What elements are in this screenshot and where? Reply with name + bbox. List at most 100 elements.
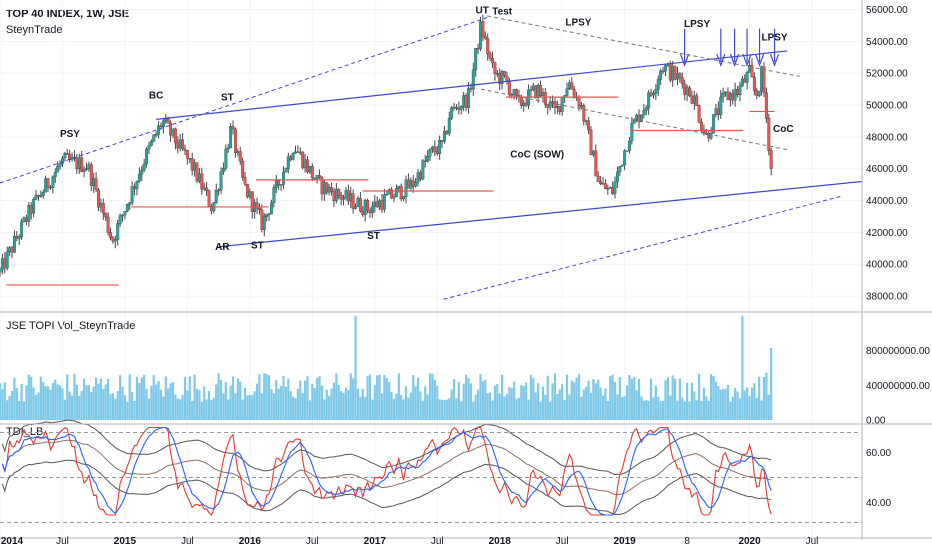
price-tick-label: 54000.00 <box>866 37 908 48</box>
volume-bar <box>284 386 287 420</box>
candle-body <box>109 232 112 238</box>
candle-body <box>392 196 396 199</box>
volume-bar <box>642 400 645 420</box>
candle-body <box>688 87 691 97</box>
candle-body <box>519 96 523 106</box>
volume-bar <box>551 383 554 420</box>
candle-body <box>481 21 485 37</box>
volume-bar <box>116 390 119 420</box>
candle-body <box>238 151 242 162</box>
volume-pane[interactable] <box>0 316 773 420</box>
price-tick-label: 56000.00 <box>866 5 908 16</box>
volume-bar <box>577 373 581 420</box>
volume-bar <box>561 383 564 420</box>
volume-bar <box>582 389 585 420</box>
volume-bar <box>66 374 69 420</box>
price-tick-label: 52000.00 <box>866 69 908 80</box>
volume-bar <box>203 386 206 420</box>
price-pane[interactable]: PSY BC ST AR ST ST UT Test LPSY CoC (SOW) LPSY LPSY… <box>0 6 863 300</box>
volume-bar <box>356 388 360 420</box>
volume-bar <box>743 390 746 420</box>
candle-body <box>0 258 4 270</box>
volume-bar <box>673 378 677 420</box>
volume-bar <box>188 376 191 420</box>
volume-bar <box>676 400 679 420</box>
candle-body <box>524 102 528 106</box>
candle-body <box>534 85 538 98</box>
candle-body <box>255 202 259 209</box>
volume-bar <box>462 383 465 420</box>
candle-body <box>97 189 100 208</box>
candle-body <box>714 108 718 115</box>
candle-body <box>608 187 612 189</box>
tdi-pane[interactable] <box>0 419 862 523</box>
x-tick-label: 2014 <box>1 536 24 547</box>
candle-body <box>130 186 134 204</box>
volume-bar <box>452 379 456 420</box>
candle-body <box>274 180 278 188</box>
price-tick-label: 38000.00 <box>866 292 908 303</box>
volume-bar <box>224 382 227 420</box>
candle-body <box>423 160 427 162</box>
volume-bar <box>332 382 336 420</box>
volume-bar <box>51 382 54 420</box>
volume-bar <box>126 401 129 420</box>
candle-body <box>615 171 619 182</box>
candle-body <box>202 187 206 190</box>
candle-body <box>764 92 768 119</box>
candle-body <box>366 199 370 211</box>
candle-body <box>582 105 586 122</box>
volume-bar <box>70 395 74 420</box>
candle-body <box>334 189 338 201</box>
candle-body <box>579 105 583 108</box>
volume-bar <box>227 399 230 420</box>
candle-body <box>416 172 420 183</box>
volume-bar <box>767 394 770 420</box>
candle-body <box>467 88 470 108</box>
volume-bar <box>428 373 432 420</box>
candle-body <box>250 191 254 212</box>
wyckoff-annotation: LPSY <box>684 19 710 30</box>
volume-bar <box>402 399 405 420</box>
volume-bar <box>556 394 559 420</box>
volume-bar <box>748 396 751 420</box>
volume-bar <box>171 382 175 420</box>
candle-body <box>640 114 643 123</box>
candle-body <box>548 101 552 108</box>
candle-body <box>15 236 19 239</box>
volume-bar <box>623 396 626 420</box>
candle-body <box>659 70 663 80</box>
channel-line-dashed <box>443 195 844 300</box>
x-tick-label: 2017 <box>364 536 387 547</box>
candle-body <box>226 147 230 150</box>
volume-bar <box>508 387 511 420</box>
candle-body <box>539 85 543 96</box>
candle-body <box>370 206 374 214</box>
candle-body <box>111 237 115 242</box>
candle-body <box>10 247 14 253</box>
candle-body <box>63 153 67 159</box>
candle-body <box>716 108 720 115</box>
candle-body <box>53 172 57 178</box>
volume-bar <box>114 398 117 420</box>
candle-body <box>433 146 437 152</box>
volume-bar <box>601 395 605 420</box>
wyckoff-annotation: ST <box>221 92 234 103</box>
volume-bar <box>755 397 758 420</box>
candle-body <box>591 150 595 156</box>
candle-body <box>541 92 545 96</box>
candle-body <box>414 182 418 187</box>
candle-body <box>260 209 264 230</box>
candle-body <box>142 163 146 171</box>
candle-body <box>712 114 715 134</box>
volume-bar <box>135 376 139 420</box>
volume-bar <box>710 374 713 420</box>
candle-body <box>515 89 518 96</box>
volume-bar <box>722 388 725 420</box>
candle-body <box>757 90 761 96</box>
candle-body <box>435 151 439 154</box>
volume-bar <box>291 396 295 420</box>
candle-body <box>39 195 43 197</box>
volume-bar <box>44 386 47 420</box>
